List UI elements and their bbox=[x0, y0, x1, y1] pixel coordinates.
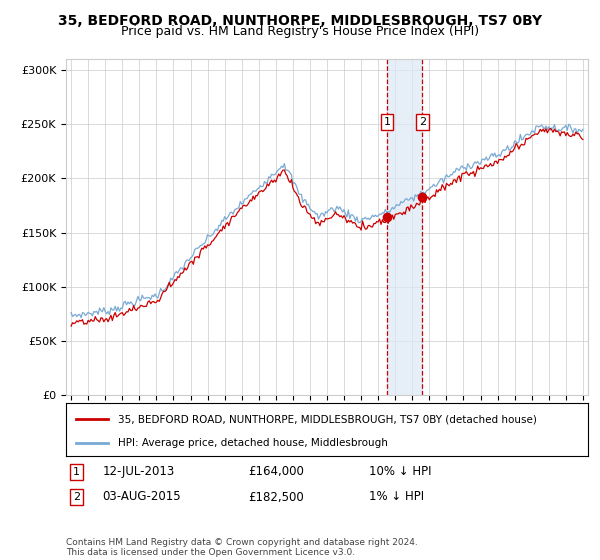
Text: 2: 2 bbox=[419, 117, 426, 127]
Text: 35, BEDFORD ROAD, NUNTHORPE, MIDDLESBROUGH, TS7 0BY: 35, BEDFORD ROAD, NUNTHORPE, MIDDLESBROU… bbox=[58, 14, 542, 28]
Text: 12-JUL-2013: 12-JUL-2013 bbox=[103, 465, 175, 478]
Text: HPI: Average price, detached house, Middlesbrough: HPI: Average price, detached house, Midd… bbox=[118, 438, 388, 448]
Text: 10% ↓ HPI: 10% ↓ HPI bbox=[369, 465, 431, 478]
Text: 1: 1 bbox=[384, 117, 391, 127]
Text: 2: 2 bbox=[73, 492, 80, 502]
Text: 03-AUG-2015: 03-AUG-2015 bbox=[103, 491, 181, 503]
Text: £182,500: £182,500 bbox=[249, 491, 304, 503]
Text: 1% ↓ HPI: 1% ↓ HPI bbox=[369, 491, 424, 503]
Text: Price paid vs. HM Land Registry's House Price Index (HPI): Price paid vs. HM Land Registry's House … bbox=[121, 25, 479, 38]
Text: £164,000: £164,000 bbox=[249, 465, 305, 478]
Text: 1: 1 bbox=[73, 467, 80, 477]
Text: 35, BEDFORD ROAD, NUNTHORPE, MIDDLESBROUGH, TS7 0BY (detached house): 35, BEDFORD ROAD, NUNTHORPE, MIDDLESBROU… bbox=[118, 414, 537, 424]
Text: Contains HM Land Registry data © Crown copyright and database right 2024.
This d: Contains HM Land Registry data © Crown c… bbox=[66, 538, 418, 557]
Bar bbox=[387, 59, 422, 395]
